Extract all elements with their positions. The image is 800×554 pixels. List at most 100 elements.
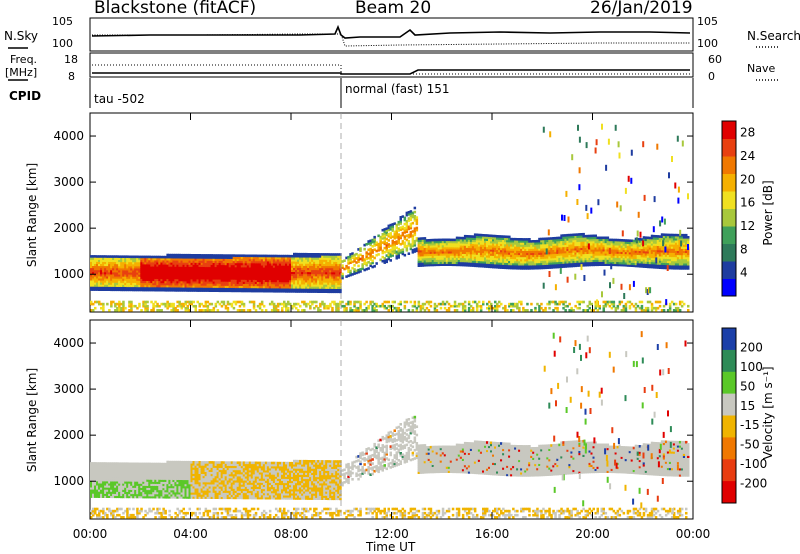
power-cell [174,262,177,265]
power-cell [323,278,326,281]
power-cell [192,300,195,304]
power-cell [116,261,119,265]
power-cell [421,239,425,242]
power-cell [154,274,157,277]
power-cell [405,244,409,248]
power-cell [650,247,654,250]
power-cell [558,253,561,256]
power-cell [475,239,479,243]
power-cell [417,258,421,261]
power-cell [510,246,513,249]
power-cell [309,284,312,287]
power-cell [512,309,515,312]
power-cell [447,309,451,312]
power-cell [252,300,256,304]
power-cell [218,285,222,288]
power-cell [381,235,384,238]
power-cell [333,284,336,287]
power-cell [327,306,330,310]
power-cell [580,247,583,251]
power-cell [204,276,208,280]
power-cell [500,243,503,247]
power-cell [218,256,222,259]
power-cell [606,300,610,304]
power-cell [492,253,495,256]
power-cell [486,244,489,248]
power-cell [425,257,429,261]
power-cell [439,255,443,258]
power-cell [168,282,171,286]
power-cell [652,249,656,252]
power-cell [498,266,501,269]
power-cell [473,258,477,261]
power-cell [299,275,302,279]
power-cell [166,278,169,282]
power-cell [194,309,197,312]
power-cell [572,248,575,251]
power-cell [112,265,115,269]
power-cell [309,286,312,289]
power-cell [447,263,451,266]
power-cell [632,260,636,263]
power-cell [96,261,99,264]
power-cell [102,261,105,264]
power-cell [132,282,135,285]
power-cell [274,275,278,279]
power-cell [291,269,294,272]
power-cell [252,277,256,280]
power-cell [186,258,189,261]
power-cell [242,281,246,284]
power-cell [313,286,316,289]
power-cell [492,245,495,248]
power-cell [323,257,326,260]
power-cell [417,260,421,263]
power-cell [146,300,149,304]
power-cell [242,258,246,262]
power-cell [98,286,101,289]
power-cell [542,258,545,261]
power-cell [582,235,585,238]
power-cell [622,261,626,265]
power-cell [492,263,495,267]
power-cell [475,254,479,257]
power-cell [297,271,300,275]
power-cell [230,289,234,293]
power-cell [172,287,175,290]
power-cell [283,304,286,308]
power-cell [208,274,212,278]
power-cell [560,261,563,264]
power-cell [146,270,149,273]
power-cell [102,304,105,308]
power-cell [520,265,523,268]
power-cell [564,234,567,237]
power-cell [274,283,278,287]
power-cell [270,267,274,270]
power-cell [248,309,252,312]
power-cell [132,272,135,275]
power-cell [274,254,278,258]
power-cell [461,247,465,250]
power-cell [315,259,318,262]
power-cell [194,306,197,310]
power-cell [278,279,282,283]
power-cell [260,254,264,258]
power-cell [152,288,155,292]
power-cell [496,245,499,248]
power-cell [379,237,382,241]
power-cell [560,265,563,269]
power-cell [297,284,300,287]
power-cell [152,261,155,265]
power-cell [528,248,531,251]
power-cell [409,226,413,230]
power-cell [381,228,384,232]
power-cell [554,239,557,242]
power-cell [630,243,634,247]
power-cell [393,245,396,248]
power-cell [94,271,97,275]
power-cell [463,261,467,265]
power-cell [528,267,531,270]
power-cell [546,266,549,269]
power-cell [381,304,384,308]
power-cell [295,269,298,272]
power-cell [494,257,497,261]
